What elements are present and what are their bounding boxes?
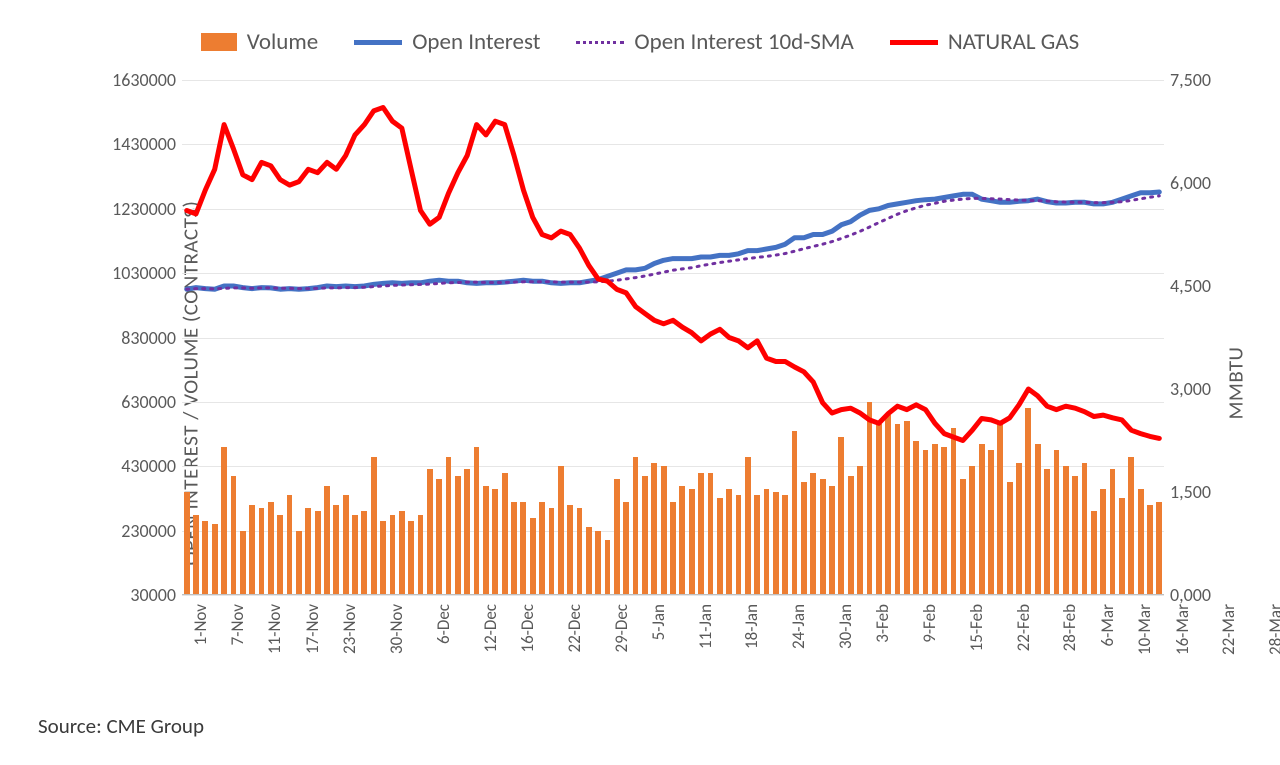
chart-container: Volume Open Interest Open Interest 10d-SMA… — [0, 0, 1280, 765]
line-overlay — [182, 80, 1164, 595]
y1-tick-label: 230000 — [121, 520, 176, 542]
x-tick-label: 30-Nov — [386, 604, 407, 654]
y1-tick-label: 630000 — [121, 391, 176, 413]
x-tick-label: 22-Mar — [1218, 604, 1239, 655]
natural-gas-line — [187, 108, 1160, 441]
x-axis-baseline — [182, 594, 1164, 595]
x-tick-label: 1-Nov — [190, 604, 211, 645]
y1-tick-label: 1630000 — [112, 69, 176, 91]
legend-item: Open Interest 10d-SMA — [576, 28, 853, 56]
y2-tick-label: 1,500 — [1170, 481, 1211, 503]
y2-tick-label: 3,000 — [1170, 378, 1211, 400]
x-tick-labels: 1-Nov 7-Nov 11-Nov 17-Nov 23-Nov 30-Nov 6-Dec 1… — [182, 600, 1164, 700]
x-tick-label: 22-Feb — [1013, 604, 1034, 651]
x-tick-label: 28-Feb — [1059, 604, 1080, 651]
x-tick-label: 22-Dec — [564, 604, 585, 653]
y2-tick-labels: 0,0001,5003,0004,5006,0007,500 — [1170, 80, 1240, 595]
legend-item: NATURAL GAS — [890, 28, 1079, 56]
x-tick-label: 7-Nov — [227, 604, 248, 645]
x-tick-label: 11-Jan — [695, 604, 716, 649]
y2-tick-label: 4,500 — [1170, 275, 1211, 297]
y2-tick-label: 6,000 — [1170, 172, 1211, 194]
y1-tick-label: 1430000 — [112, 133, 176, 155]
legend-label: Volume — [247, 28, 318, 56]
open-interest-line — [187, 192, 1160, 289]
y1-tick-label: 1030000 — [112, 262, 176, 284]
x-tick-label: 5-Jan — [648, 604, 669, 640]
y1-tick-labels: 3000023000043000063000083000010300001230… — [100, 80, 176, 595]
x-tick-label: 16-Dec — [517, 604, 538, 653]
x-tick-label: 12-Dec — [480, 604, 501, 653]
x-tick-label: 18-Jan — [741, 604, 762, 649]
legend-item: Open Interest — [354, 28, 540, 56]
x-tick-label: 3-Feb — [872, 604, 893, 643]
y2-tick-label: 0,000 — [1170, 584, 1211, 606]
x-tick-label: 10-Mar — [1134, 604, 1155, 655]
legend-label: Open Interest — [412, 28, 540, 56]
y1-tick-label: 430000 — [121, 455, 176, 477]
x-tick-label: 6-Dec — [433, 604, 454, 644]
legend-swatch — [890, 40, 938, 45]
y1-tick-label: 830000 — [121, 327, 176, 349]
plot-area — [182, 80, 1164, 595]
source-label: Source: CME Group — [38, 713, 204, 739]
legend-item: Volume — [201, 28, 318, 56]
y1-tick-label: 30000 — [130, 584, 176, 606]
x-tick-label: 30-Jan — [835, 604, 856, 649]
x-tick-label: 6-Mar — [1097, 604, 1118, 646]
x-tick-label: 15-Feb — [966, 604, 987, 651]
y1-tick-label: 1230000 — [112, 198, 176, 220]
legend-swatch — [354, 40, 402, 45]
x-tick-label: 28-Mar — [1265, 604, 1280, 655]
x-tick-label: 9-Feb — [919, 604, 940, 643]
legend-swatch — [201, 33, 237, 51]
legend-label: Open Interest 10d-SMA — [634, 28, 853, 56]
legend-swatch — [576, 41, 624, 44]
legend-label: NATURAL GAS — [948, 28, 1079, 56]
legend: Volume Open Interest Open Interest 10d-SMA… — [0, 28, 1280, 56]
x-tick-label: 16-Mar — [1172, 604, 1193, 655]
x-tick-label: 29-Dec — [611, 604, 632, 653]
x-tick-label: 24-Jan — [788, 604, 809, 649]
x-tick-label: 23-Nov — [339, 604, 360, 654]
grid-line — [182, 595, 1164, 596]
x-tick-label: 17-Nov — [302, 604, 323, 654]
x-tick-label: 11-Nov — [264, 604, 285, 654]
open-interest-sma-line — [187, 196, 1160, 289]
y2-tick-label: 7,500 — [1170, 69, 1211, 91]
